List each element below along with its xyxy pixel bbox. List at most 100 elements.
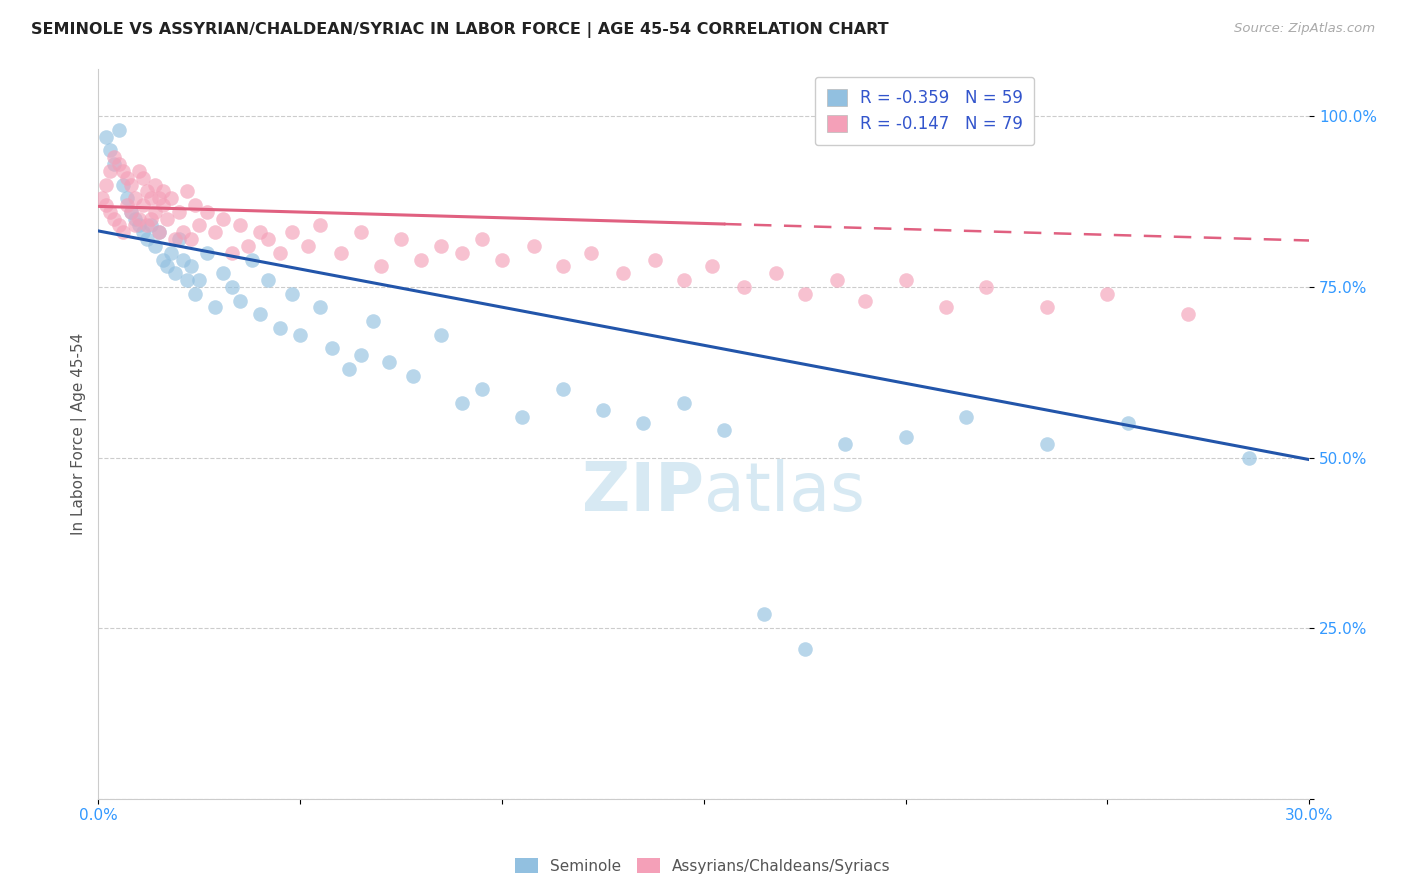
- Point: [378, 355, 401, 369]
- Point: [551, 260, 574, 274]
- Point: [825, 273, 848, 287]
- Point: [132, 198, 155, 212]
- Point: [184, 198, 207, 212]
- Point: [471, 382, 494, 396]
- Point: [96, 178, 118, 192]
- Point: [152, 252, 174, 267]
- Point: [176, 273, 198, 287]
- Point: [143, 178, 166, 192]
- Point: [450, 396, 472, 410]
- Point: [281, 225, 304, 239]
- Point: [128, 219, 150, 233]
- Point: [281, 286, 304, 301]
- Point: [257, 273, 280, 287]
- Point: [321, 342, 343, 356]
- Point: [148, 225, 170, 239]
- Point: [120, 178, 142, 192]
- Point: [148, 191, 170, 205]
- Point: [195, 204, 218, 219]
- Point: [1036, 301, 1059, 315]
- Point: [120, 204, 142, 219]
- Point: [96, 129, 118, 144]
- Point: [96, 198, 118, 212]
- Point: [631, 417, 654, 431]
- Point: [644, 252, 666, 267]
- Point: [100, 144, 122, 158]
- Point: [180, 260, 202, 274]
- Point: [160, 245, 183, 260]
- Point: [834, 437, 856, 451]
- Point: [249, 307, 271, 321]
- Point: [713, 423, 735, 437]
- Point: [212, 266, 235, 280]
- Point: [672, 273, 695, 287]
- Point: [894, 273, 917, 287]
- Point: [249, 225, 271, 239]
- Point: [523, 239, 546, 253]
- Point: [491, 252, 513, 267]
- Point: [128, 211, 150, 226]
- Point: [143, 204, 166, 219]
- Point: [257, 232, 280, 246]
- Point: [124, 191, 146, 205]
- Point: [935, 301, 957, 315]
- Point: [733, 280, 755, 294]
- Point: [430, 327, 453, 342]
- Point: [894, 430, 917, 444]
- Point: [115, 191, 138, 205]
- Point: [672, 396, 695, 410]
- Point: [754, 607, 776, 622]
- Text: SEMINOLE VS ASSYRIAN/CHALDEAN/SYRIAC IN LABOR FORCE | AGE 45-54 CORRELATION CHAR: SEMINOLE VS ASSYRIAN/CHALDEAN/SYRIAC IN …: [31, 22, 889, 38]
- Text: Source: ZipAtlas.com: Source: ZipAtlas.com: [1234, 22, 1375, 36]
- Point: [309, 219, 332, 233]
- Point: [132, 170, 155, 185]
- Legend: R = -0.359   N = 59, R = -0.147   N = 79: R = -0.359 N = 59, R = -0.147 N = 79: [815, 77, 1035, 145]
- Point: [167, 204, 190, 219]
- Point: [1097, 286, 1119, 301]
- Point: [124, 219, 146, 233]
- Point: [135, 185, 157, 199]
- Point: [152, 185, 174, 199]
- Point: [269, 245, 291, 260]
- Point: [240, 252, 263, 267]
- Point: [370, 260, 392, 274]
- Point: [955, 409, 977, 424]
- Point: [297, 239, 319, 253]
- Point: [132, 225, 155, 239]
- Point: [551, 382, 574, 396]
- Point: [172, 252, 194, 267]
- Point: [156, 211, 179, 226]
- Point: [228, 293, 250, 308]
- Point: [592, 402, 614, 417]
- Point: [156, 260, 179, 274]
- Point: [1177, 307, 1199, 321]
- Point: [143, 239, 166, 253]
- Point: [163, 266, 186, 280]
- Point: [184, 286, 207, 301]
- Point: [1116, 417, 1139, 431]
- Point: [100, 204, 122, 219]
- Point: [309, 301, 332, 315]
- Point: [765, 266, 787, 280]
- Point: [195, 245, 218, 260]
- Point: [111, 225, 134, 239]
- Point: [269, 321, 291, 335]
- Point: [111, 164, 134, 178]
- Point: [107, 219, 129, 233]
- Point: [221, 245, 243, 260]
- Point: [115, 198, 138, 212]
- Point: [188, 219, 211, 233]
- Point: [1237, 450, 1260, 465]
- Point: [172, 225, 194, 239]
- Point: [91, 191, 114, 205]
- Y-axis label: In Labor Force | Age 45-54: In Labor Force | Age 45-54: [72, 333, 87, 535]
- Point: [350, 348, 373, 362]
- Point: [389, 232, 412, 246]
- Text: atlas: atlas: [704, 459, 865, 525]
- Point: [135, 232, 157, 246]
- Point: [411, 252, 433, 267]
- Point: [204, 301, 226, 315]
- Point: [361, 314, 384, 328]
- Point: [204, 225, 226, 239]
- Point: [160, 191, 183, 205]
